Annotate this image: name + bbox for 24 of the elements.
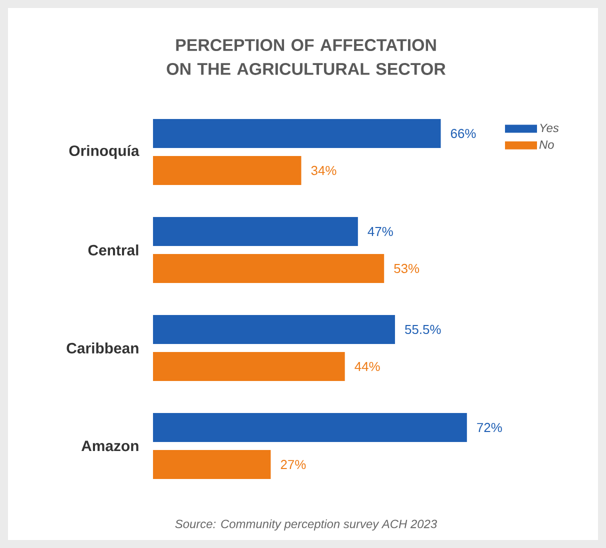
data-label: 53% bbox=[394, 264, 420, 274]
chart-title: PERCEPTION OF AFFECTATION ON THE AGRICULTURAL SECTOR bbox=[166, 39, 446, 75]
data-label: 66% bbox=[450, 128, 476, 138]
data-label: 44% bbox=[354, 362, 380, 372]
bar bbox=[153, 450, 271, 479]
data-label: 55.5% bbox=[405, 324, 441, 334]
data-label: 27% bbox=[280, 460, 306, 470]
bar bbox=[153, 412, 467, 442]
y-tick-label: Caribbean bbox=[66, 342, 138, 354]
source-note: Source: Community perception survey ACH 2023 bbox=[175, 519, 437, 531]
bar bbox=[153, 118, 441, 148]
data-label: 72% bbox=[477, 422, 502, 432]
bar bbox=[153, 314, 395, 344]
y-tick-label: Amazon bbox=[81, 440, 138, 452]
legend-label: Yes bbox=[540, 124, 559, 132]
bar bbox=[153, 216, 358, 246]
bar bbox=[153, 156, 302, 185]
data-label: 34% bbox=[311, 166, 336, 176]
data-label: 47% bbox=[368, 226, 393, 236]
y-tick-label: Central bbox=[88, 244, 138, 256]
bar bbox=[153, 352, 345, 381]
legend-label: No bbox=[539, 140, 554, 149]
y-tick-label: Orinoquía bbox=[69, 144, 140, 160]
bar bbox=[153, 254, 384, 283]
